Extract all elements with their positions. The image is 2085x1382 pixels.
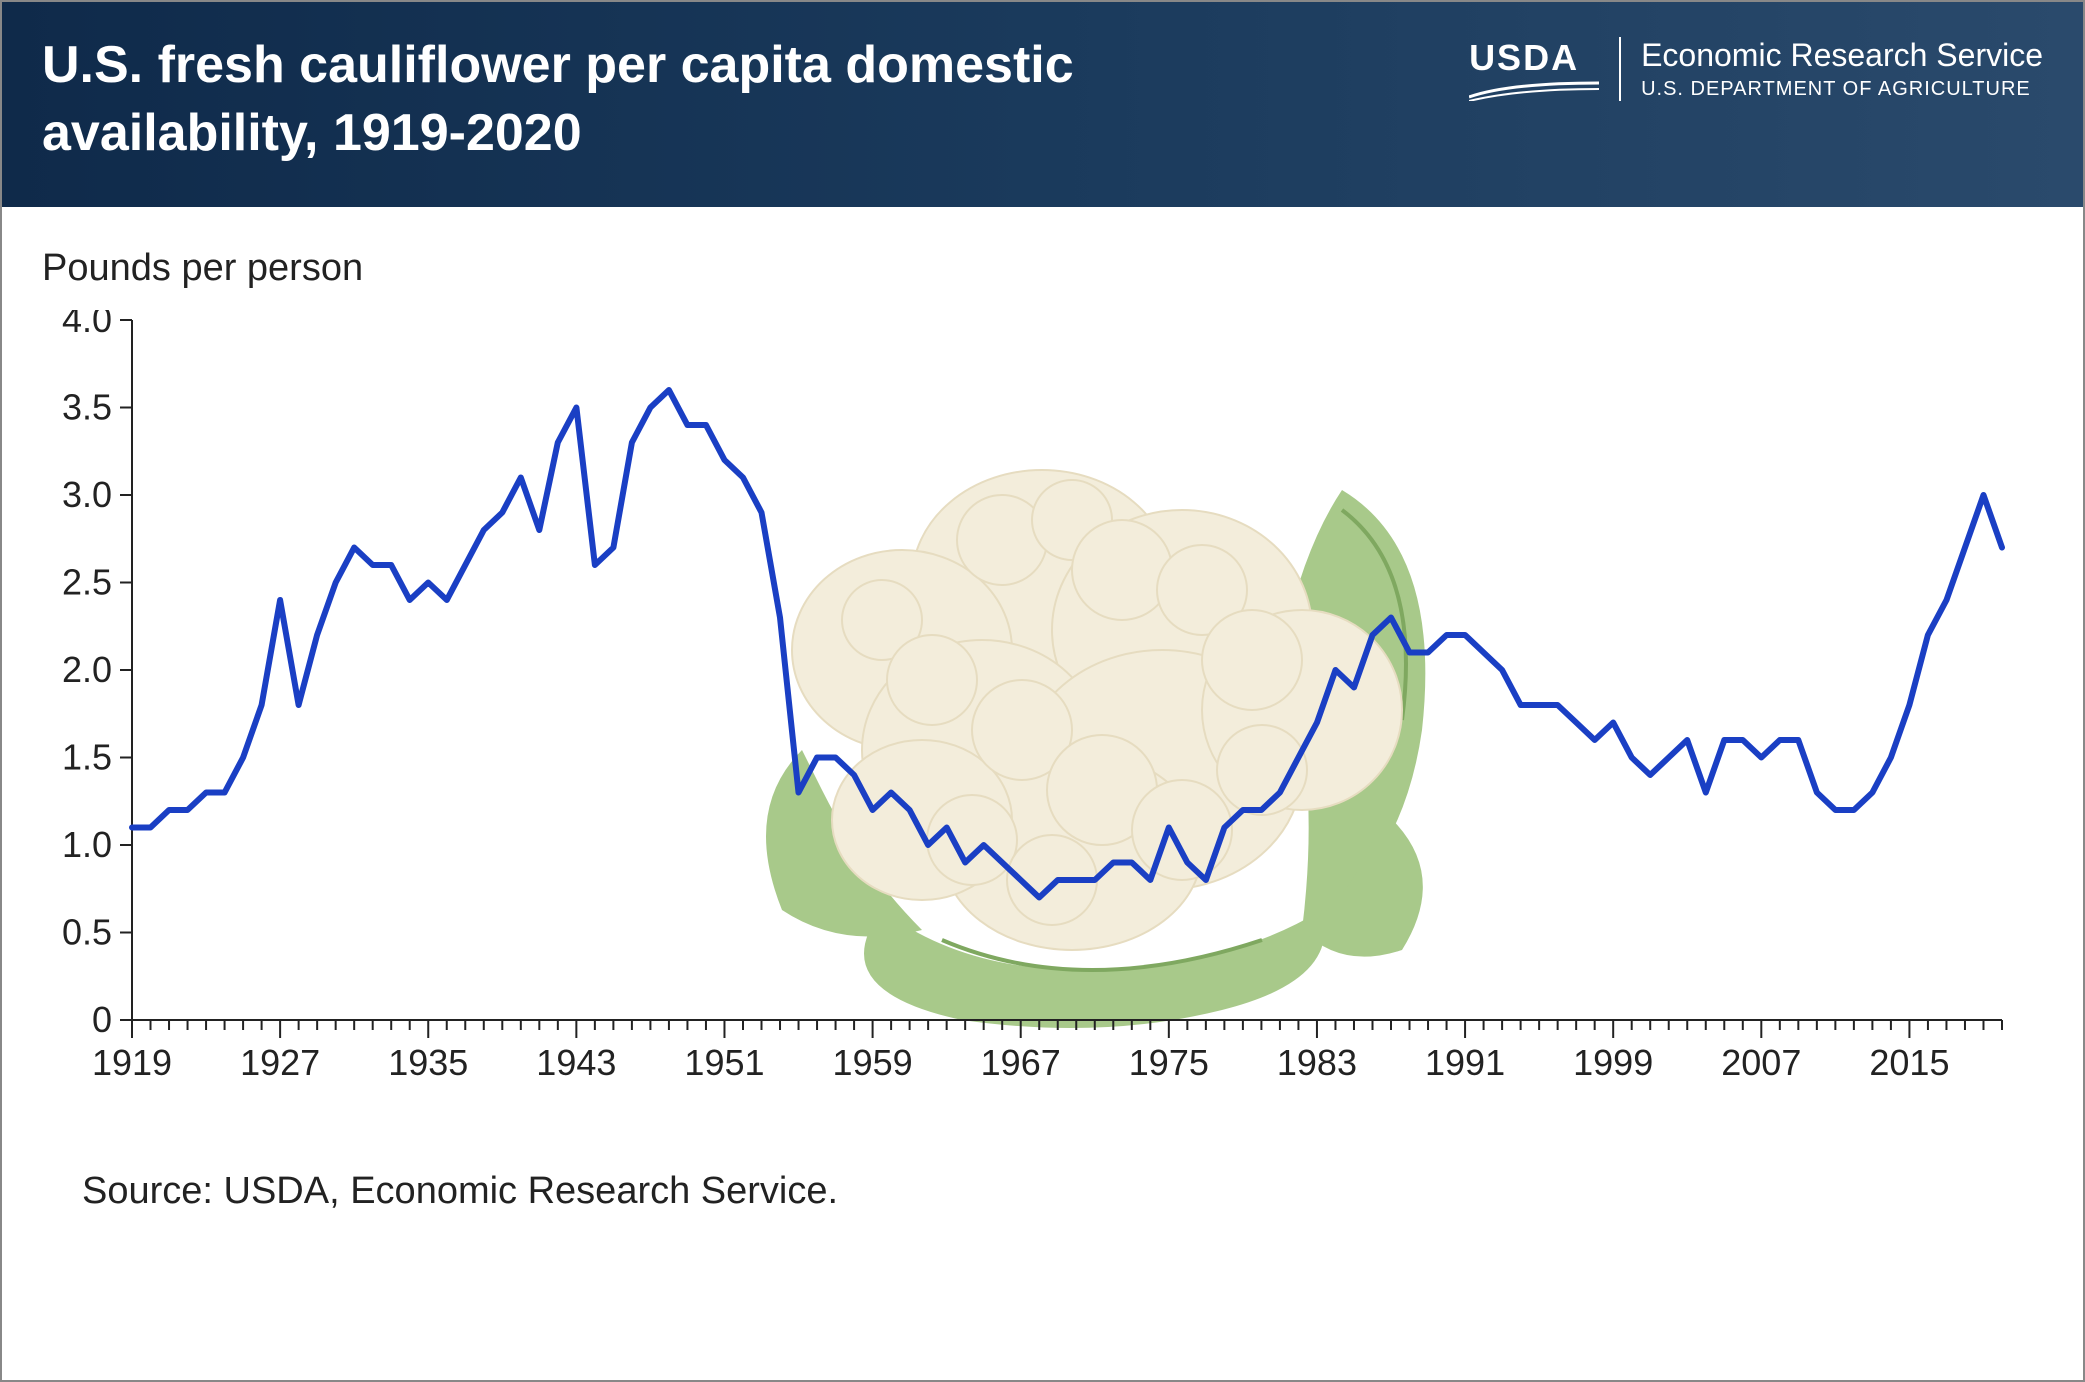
svg-text:1967: 1967 [981, 1042, 1061, 1083]
svg-text:2.5: 2.5 [62, 562, 112, 603]
logo-line2: U.S. DEPARTMENT OF AGRICULTURE [1641, 78, 2043, 101]
usda-curve-icon [1469, 81, 1599, 101]
svg-text:1927: 1927 [240, 1042, 320, 1083]
svg-text:0.5: 0.5 [62, 912, 112, 953]
svg-text:1943: 1943 [536, 1042, 616, 1083]
svg-text:2.0: 2.0 [62, 649, 112, 690]
chart-body: Pounds per person [2, 207, 2083, 1233]
chart-container: U.S. fresh cauliflower per capita domest… [0, 0, 2085, 1382]
header-bar: U.S. fresh cauliflower per capita domest… [2, 2, 2083, 207]
svg-text:2015: 2015 [1869, 1042, 1949, 1083]
svg-text:1935: 1935 [388, 1042, 468, 1083]
svg-text:3.0: 3.0 [62, 474, 112, 515]
svg-text:1951: 1951 [684, 1042, 764, 1083]
svg-text:1999: 1999 [1573, 1042, 1653, 1083]
logo-line1: Economic Research Service [1641, 37, 2043, 74]
source-text: Source: USDA, Economic Research Service. [42, 1130, 2033, 1213]
svg-text:1919: 1919 [92, 1042, 172, 1083]
svg-text:2007: 2007 [1721, 1042, 1801, 1083]
svg-text:1.0: 1.0 [62, 824, 112, 865]
plot-svg: 0 0.5 1.0 1.5 2.0 2.5 3.0 3.5 4.0 1919 1927 1935 194… [42, 310, 2022, 1130]
svg-text:3.5: 3.5 [62, 387, 112, 428]
usda-logo: USDA Economic Research Service U.S. DEPA… [1469, 37, 2043, 106]
plot-container: 0 0.5 1.0 1.5 2.0 2.5 3.0 3.5 4.0 1919 1927 1935 194… [42, 310, 2022, 1130]
svg-text:1.5: 1.5 [62, 737, 112, 778]
y-axis-label: Pounds per person [42, 247, 2033, 290]
usda-text: USDA [1469, 37, 1599, 79]
svg-text:4.0: 4.0 [62, 310, 112, 340]
svg-text:1959: 1959 [833, 1042, 913, 1083]
svg-text:1983: 1983 [1277, 1042, 1357, 1083]
usda-badge-block: USDA [1469, 37, 1599, 106]
logo-text-block: Economic Research Service U.S. DEPARTMEN… [1619, 37, 2043, 101]
chart-title: U.S. fresh cauliflower per capita domest… [42, 32, 1242, 167]
svg-text:0: 0 [92, 999, 112, 1040]
svg-text:1975: 1975 [1129, 1042, 1209, 1083]
svg-text:1991: 1991 [1425, 1042, 1505, 1083]
